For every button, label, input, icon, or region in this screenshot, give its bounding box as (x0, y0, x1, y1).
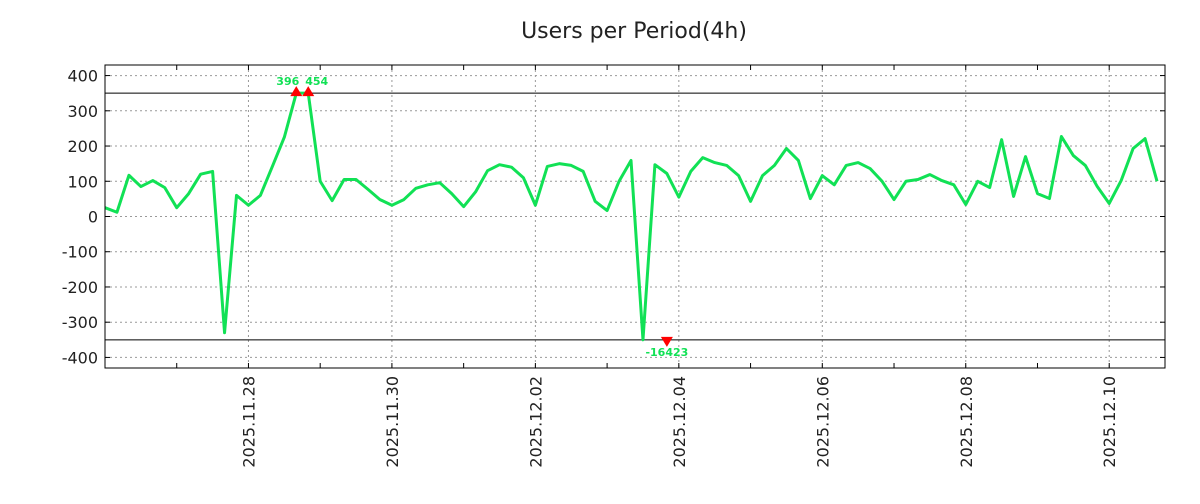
y-tick-label: 400 (67, 67, 98, 86)
x-tick-label: 2025.12.06 (813, 376, 832, 468)
annotation-label: -16423 (645, 346, 688, 359)
x-axis: 2025.11.28 2025.11.30 2025.12.02 2025.12.04… (105, 65, 1119, 468)
y-tick-label: -400 (62, 348, 98, 367)
annotation-label: 454 (305, 75, 328, 88)
x-tick-label: 2025.12.02 (526, 376, 545, 468)
x-tick-label: 2025.12.04 (670, 376, 689, 468)
annotation-label: 396 (276, 75, 299, 88)
x-tick-label: 2025.11.30 (383, 376, 402, 468)
x-tick-label: 2025.11.28 (239, 376, 258, 468)
y-tick-label: 100 (67, 172, 98, 191)
x-tick-label: 2025.12.08 (957, 376, 976, 468)
y-tick-label: 200 (67, 137, 98, 156)
y-tick-label: 300 (67, 102, 98, 121)
y-tick-label: 0 (88, 208, 98, 227)
y-tick-label: -100 (62, 243, 98, 262)
y-axis: 400 300 200 100 0 -100 -200 -300 -400 (62, 67, 1165, 368)
x-tick-label: 2025.12.10 (1100, 376, 1119, 468)
y-tick-label: -200 (62, 278, 98, 297)
chart-title: Users per Period(4h) (521, 19, 747, 44)
y-tick-label: -300 (62, 313, 98, 332)
